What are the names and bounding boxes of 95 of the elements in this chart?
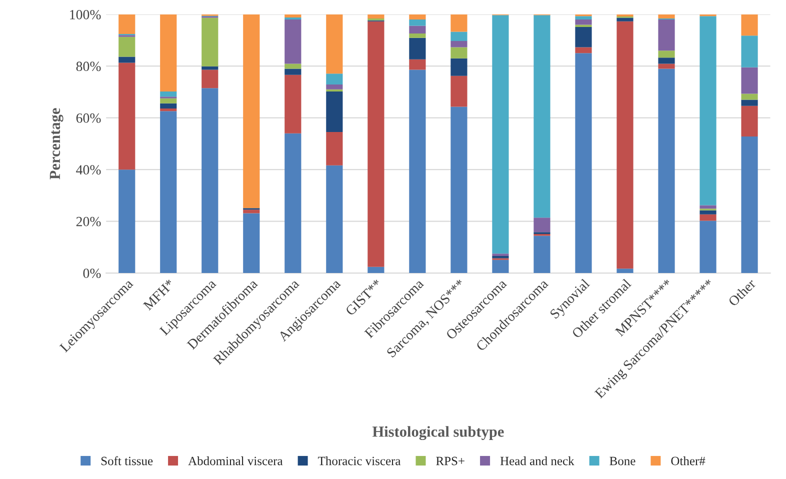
bar: [409, 26, 426, 34]
bar: [492, 256, 509, 258]
bar: [118, 62, 136, 170]
bar: [450, 47, 468, 58]
bar: [658, 50, 675, 58]
bar: [741, 94, 758, 100]
bar: [284, 20, 302, 64]
bar: [700, 16, 716, 206]
bar: [409, 34, 426, 38]
bar: [741, 14, 758, 36]
bar: [284, 68, 302, 75]
bar: [160, 103, 177, 109]
bar: [160, 91, 177, 97]
bar: [741, 36, 758, 68]
bar: [575, 24, 592, 28]
bar: [326, 91, 343, 132]
bar: [326, 132, 343, 166]
bar: [700, 214, 716, 221]
y-axis-title: Percentage: [50, 108, 64, 180]
bar: [534, 236, 550, 274]
y-tick-label: 40%: [76, 165, 101, 175]
bar: [326, 74, 343, 84]
bar: [243, 210, 260, 214]
bar: [160, 108, 177, 112]
bar: [368, 14, 384, 19]
bar: [160, 111, 177, 274]
bar: [450, 14, 468, 32]
bar: [534, 218, 550, 232]
bar: [741, 67, 758, 94]
bar: [700, 210, 716, 214]
bar: [658, 64, 675, 69]
legend-label: RPS+: [436, 456, 464, 466]
bar: [616, 18, 634, 22]
bar: [326, 165, 343, 274]
bar: [243, 213, 260, 274]
x-axis-title: Histological subtype: [372, 426, 504, 440]
bar: [243, 14, 260, 208]
bar: [326, 14, 343, 74]
bar: [326, 84, 343, 90]
bar: [741, 100, 758, 106]
legend-label: Bone: [610, 456, 636, 466]
bar: [700, 220, 716, 274]
bar: [575, 53, 592, 274]
bar: [450, 76, 468, 107]
bar: [492, 260, 509, 274]
bar: [534, 15, 550, 218]
bar: [202, 70, 218, 88]
bar: [492, 15, 509, 254]
bar: [658, 20, 675, 51]
bar: [284, 74, 302, 134]
bar: [118, 14, 136, 34]
bar: [616, 21, 634, 269]
bar: [160, 14, 177, 92]
bar: [741, 106, 758, 136]
bar: [284, 17, 302, 20]
bar: [409, 14, 426, 20]
y-tick-label: 60%: [76, 113, 101, 123]
bar: [202, 88, 218, 274]
bar: [409, 59, 426, 70]
legend-label: Thoracic viscera: [318, 456, 401, 466]
bar: [450, 41, 468, 48]
y-tick-label: 20%: [76, 216, 101, 226]
legend-label: Head and neck: [500, 456, 574, 466]
bar: [450, 58, 468, 76]
bar: [409, 20, 426, 26]
bar: [450, 32, 468, 42]
bar: [658, 68, 675, 274]
y-tick-label: 80%: [76, 62, 101, 72]
bar: [575, 20, 592, 25]
bar: [368, 21, 384, 267]
bar: [741, 136, 758, 274]
bar: [575, 27, 592, 48]
bar: [118, 170, 136, 274]
bar: [284, 133, 302, 274]
bar: [118, 36, 136, 57]
bar: [575, 47, 592, 54]
bar: [658, 58, 675, 64]
legend-label: Abdominal viscera: [188, 456, 283, 466]
bar: [284, 64, 302, 69]
bar: [202, 18, 218, 66]
bar: [409, 38, 426, 60]
bar: [700, 205, 716, 209]
y-tick-label: 0%: [83, 268, 101, 278]
legend-label: Soft tissue: [101, 456, 153, 466]
legend-label: Other#: [671, 456, 706, 466]
bar: [284, 14, 302, 18]
bar: [368, 266, 384, 274]
bar: [450, 106, 468, 274]
bar: [616, 268, 634, 274]
bar: [160, 98, 177, 104]
bar: [575, 16, 592, 20]
bar: [658, 14, 675, 19]
bar: [409, 70, 426, 274]
y-tick-label: 100%: [70, 10, 101, 20]
bar: [118, 56, 136, 63]
